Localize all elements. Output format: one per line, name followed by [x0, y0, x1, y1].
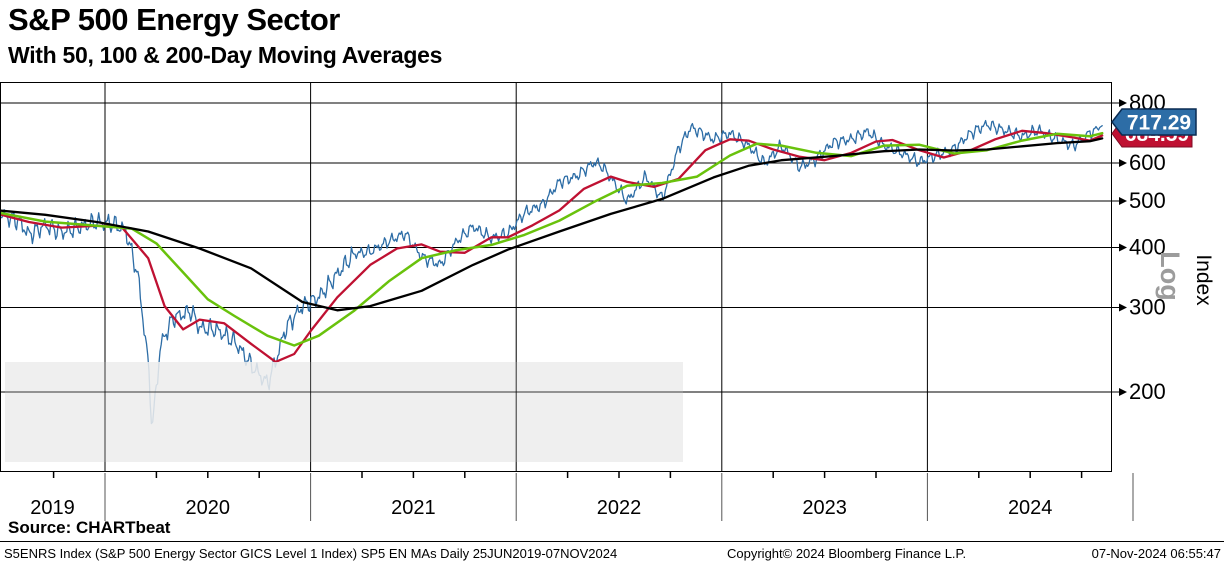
y-axis-title: Index: [1192, 254, 1215, 306]
last-price-tag-value: 717.29: [1127, 112, 1191, 135]
footer-timestamp: 07-Nov-2024 06:55:47: [1091, 546, 1221, 561]
svg-text:2020: 2020: [186, 497, 231, 519]
svg-text:2024: 2024: [1008, 497, 1053, 519]
svg-text:200: 200: [1129, 379, 1166, 404]
source-label: Source: CHARTbeat: [8, 518, 171, 537]
chart-title: S&P 500 Energy Sector: [8, 2, 340, 37]
svg-text:2021: 2021: [391, 497, 436, 519]
footer-copyright: Copyright© 2024 Bloomberg Finance L.P.: [727, 546, 967, 561]
svg-text:2023: 2023: [802, 497, 847, 519]
chart-subtitle: With 50, 100 & 200-Day Moving Averages: [8, 42, 443, 68]
svg-text:400: 400: [1129, 234, 1166, 259]
footer-security-info: S5ENRS Index (S&P 500 Energy Sector GICS…: [4, 546, 618, 561]
svg-text:2019: 2019: [30, 497, 75, 519]
svg-text:600: 600: [1129, 150, 1166, 175]
svg-text:300: 300: [1129, 294, 1166, 319]
svg-text:500: 500: [1129, 188, 1166, 213]
svg-text:2022: 2022: [597, 497, 642, 519]
legend: S&P 500 Energy Sector GICS Level 1 Index…: [5, 362, 683, 462]
log-scale-label: Log: [1155, 251, 1185, 300]
